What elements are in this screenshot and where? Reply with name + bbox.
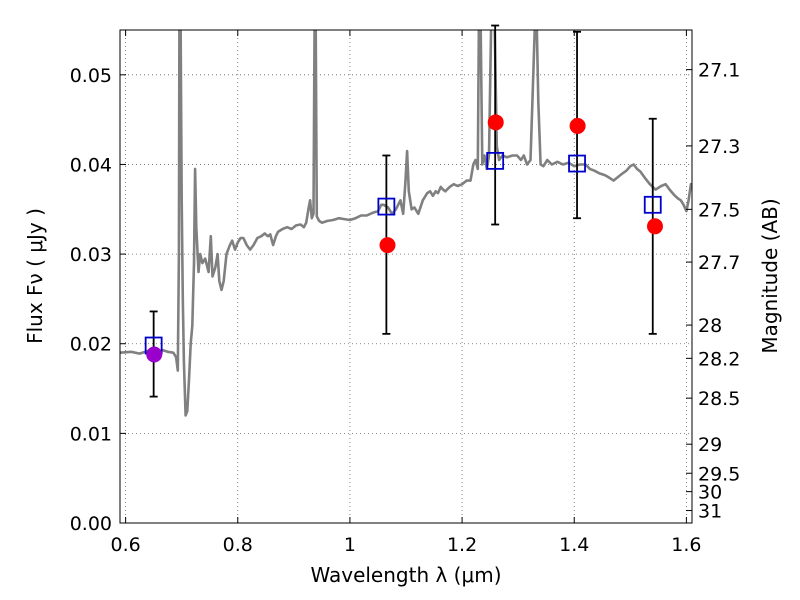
y-tick-label: 0.00 — [70, 513, 112, 535]
spectrum-layer — [120, 30, 692, 417]
y-tick-label: 0.02 — [70, 334, 112, 356]
observed-circle-marker — [487, 114, 504, 131]
observed-circle-marker — [146, 346, 163, 363]
y2-tick-label: 29.5 — [698, 463, 740, 485]
y2-tick-label: 27.7 — [698, 252, 740, 274]
model-square-marker — [643, 195, 662, 214]
y2-tick-label: 28.2 — [698, 348, 740, 370]
model-square-marker — [377, 197, 396, 216]
y2-tick-label: 27.1 — [698, 60, 740, 82]
y-tick-label: 0.04 — [70, 154, 112, 176]
y2-tick-label: 27.5 — [698, 199, 740, 221]
x-tick-label: 1.2 — [447, 534, 477, 556]
y2-axis-label: Magnitude (AB) — [758, 198, 782, 353]
grid — [120, 30, 692, 524]
data-markers — [144, 114, 663, 363]
y-tick-label: 0.05 — [70, 65, 112, 87]
y2-tick-label: 29 — [698, 434, 722, 456]
axis-ticks — [120, 30, 692, 524]
x-tick-label: 1.6 — [671, 534, 701, 556]
x-tick-label: 0.6 — [110, 534, 140, 556]
y-tick-label: 0.03 — [70, 244, 112, 266]
y-tick-label: 0.01 — [70, 423, 112, 445]
y2-tick-label: 27.3 — [698, 136, 740, 158]
model-square-marker — [568, 154, 586, 173]
x-tick-labels: 0.6 0.8 1 1.2 1.4 1.6 — [110, 534, 701, 556]
observed-circle-marker — [569, 117, 586, 134]
x-axis-label: Wavelength λ (μm) — [310, 563, 501, 587]
y2-tick-label: 30 — [698, 482, 722, 504]
plot-frame — [119, 29, 693, 524]
y-tick-labels: 0.00 0.01 0.02 0.03 0.04 0.05 — [70, 65, 112, 535]
observed-circle-marker — [379, 237, 396, 254]
x-tick-label: 1.4 — [559, 534, 589, 556]
observed-circle-marker — [646, 218, 663, 235]
y-axis-label: Flux Fν ( μJy ) — [23, 208, 47, 344]
x-tick-label: 0.8 — [223, 534, 253, 556]
y2-tick-label: 31 — [698, 501, 722, 523]
y2-tick-label: 28 — [698, 315, 722, 337]
model-square-marker — [486, 151, 505, 170]
spectrum-line — [120, 30, 692, 417]
y2-tick-label: 28.5 — [698, 388, 740, 410]
x-tick-label: 1 — [344, 534, 356, 556]
